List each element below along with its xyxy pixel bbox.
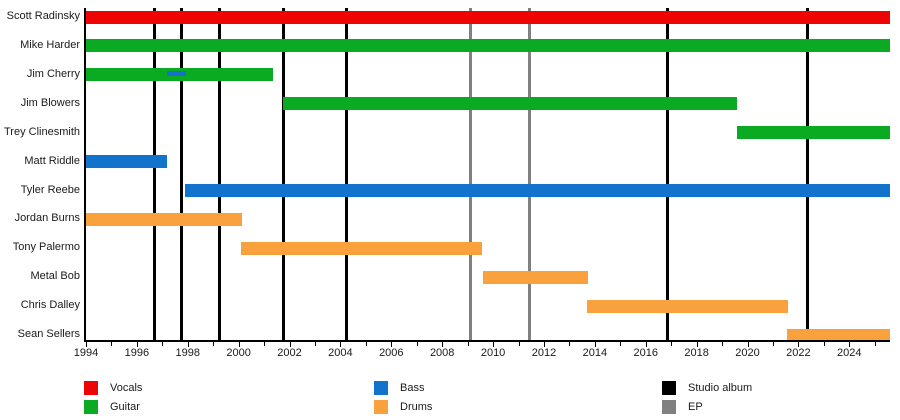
- x-axis-tick-label: 2002: [277, 347, 302, 359]
- minor-tick: [518, 342, 520, 346]
- legend-label: Guitar: [110, 401, 140, 413]
- bass-legend-swatch: [374, 381, 388, 395]
- x-axis-tick-label: 2014: [582, 347, 608, 359]
- major-tick: [340, 342, 342, 347]
- studio-album-line: [345, 8, 349, 341]
- ep-legend-swatch: [662, 400, 676, 414]
- x-axis-tick-label: 2018: [684, 347, 709, 359]
- x-axis-tick-label: 2000: [226, 347, 251, 359]
- y-axis-line: [84, 8, 86, 342]
- major-tick: [86, 342, 87, 347]
- studio-album-line: [179, 8, 183, 341]
- major-tick: [289, 342, 291, 347]
- major-tick: [747, 342, 749, 347]
- studio-album-line: [218, 8, 222, 341]
- x-axis-tick-label: 1998: [175, 347, 200, 359]
- member-tenure-bar: [786, 328, 890, 342]
- minor-tick: [416, 342, 418, 346]
- member-name-label: Scott Radinsky: [6, 10, 80, 22]
- minor-tick: [111, 342, 113, 346]
- guitar-legend-swatch: [84, 400, 98, 414]
- member-secondary-role-bar: [167, 71, 187, 77]
- minor-tick: [314, 342, 316, 346]
- member-tenure-bar: [737, 126, 890, 140]
- legend-label: Drums: [400, 401, 433, 413]
- major-tick: [493, 342, 495, 347]
- major-tick: [391, 342, 393, 347]
- member-name-label: Jordan Burns: [14, 212, 80, 225]
- ep-line: [468, 8, 472, 341]
- member-name-label: Sean Sellers: [17, 328, 80, 341]
- minor-tick: [722, 342, 724, 346]
- minor-tick: [620, 342, 622, 346]
- member-name-label: Trey Clinesmith: [4, 125, 80, 138]
- minor-tick: [671, 342, 673, 346]
- x-axis-tick-label: 2012: [531, 347, 557, 359]
- vocals-legend-swatch: [84, 381, 98, 395]
- legend-label: Bass: [400, 382, 425, 394]
- x-axis-tick-label: 2016: [633, 347, 658, 359]
- x-axis-tick-label: 2022: [786, 347, 811, 359]
- member-name-label: Metal Bob: [30, 270, 80, 283]
- member-name-label: Chris Dalley: [20, 299, 80, 312]
- member-tenure-bar: [283, 97, 738, 111]
- major-tick: [187, 342, 189, 347]
- major-tick: [442, 342, 444, 347]
- x-axis-tick-label: 1996: [124, 347, 150, 359]
- minor-tick: [264, 342, 266, 346]
- x-axis-tick-label: 2008: [429, 347, 455, 359]
- major-tick: [849, 342, 851, 347]
- major-tick: [238, 342, 240, 347]
- legend-label: Vocals: [110, 382, 143, 394]
- member-tenure-bar: [482, 270, 589, 284]
- x-axis-tick-label: 2020: [735, 347, 760, 359]
- legend-label: EP: [688, 401, 703, 413]
- major-tick: [543, 342, 545, 347]
- studio-album-legend-swatch: [662, 381, 676, 395]
- studio-album-line: [153, 8, 157, 341]
- studio-album-line: [281, 8, 285, 341]
- member-tenure-bar: [185, 184, 890, 198]
- minor-tick: [162, 342, 164, 346]
- x-axis-tick-label: 2006: [379, 347, 404, 359]
- member-name-label: Tony Palermo: [12, 241, 80, 254]
- major-tick: [594, 342, 596, 347]
- major-tick: [645, 342, 647, 347]
- member-name-label: Mike Harder: [20, 38, 80, 51]
- x-axis-tick-label: 1994: [73, 347, 99, 359]
- member-tenure-bar: [86, 212, 243, 226]
- major-tick: [798, 342, 800, 347]
- minor-tick: [874, 342, 876, 346]
- major-tick: [136, 342, 138, 347]
- minor-tick: [569, 342, 571, 346]
- minor-tick: [213, 342, 215, 346]
- member-name-label: Tyler Reebe: [20, 183, 80, 196]
- member-name-label: Jim Blowers: [20, 96, 80, 109]
- ep-line: [528, 8, 532, 341]
- drums-legend-swatch: [374, 400, 388, 414]
- studio-album-line: [665, 8, 669, 341]
- minor-tick: [823, 342, 825, 346]
- member-tenure-bar: [86, 39, 890, 53]
- member-tenure-bar: [587, 299, 789, 313]
- member-name-label: Matt Riddle: [24, 154, 80, 167]
- minor-tick: [467, 342, 469, 346]
- x-axis-tick-label: 2010: [480, 347, 506, 359]
- x-axis-tick-label: 2004: [328, 347, 353, 359]
- member-tenure-bar: [241, 241, 482, 255]
- minor-tick: [365, 342, 367, 346]
- member-tenure-bar: [86, 10, 890, 24]
- major-tick: [696, 342, 698, 347]
- x-axis-tick-label: 2024: [837, 347, 862, 359]
- member-tenure-bar: [86, 155, 168, 169]
- minor-tick: [772, 342, 774, 346]
- x-axis-line: [84, 340, 890, 342]
- legend-label: Studio album: [688, 382, 753, 394]
- studio-album-line: [805, 8, 809, 341]
- member-name-label: Jim Cherry: [26, 67, 80, 80]
